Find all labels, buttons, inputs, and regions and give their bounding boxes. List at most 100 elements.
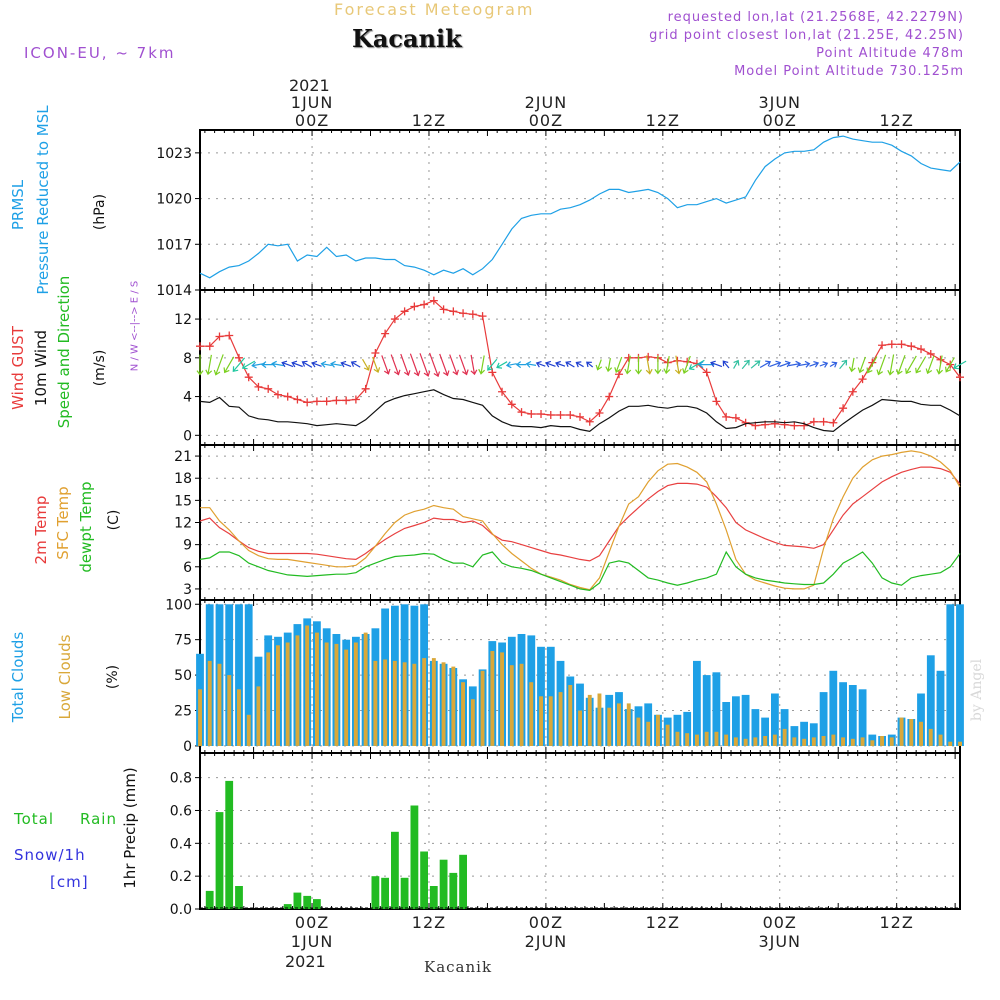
wind-arrow bbox=[535, 361, 546, 368]
wind-arrow bbox=[213, 354, 224, 376]
total-cloud-bar bbox=[800, 721, 808, 746]
y-tick-label: 15 bbox=[174, 493, 192, 509]
wind-arrow bbox=[301, 360, 313, 368]
gust-marker bbox=[731, 413, 740, 422]
low-cloud-bar bbox=[656, 714, 660, 746]
wind-arrow bbox=[688, 359, 705, 371]
gust-marker bbox=[381, 329, 390, 338]
y-tick-label: 1020 bbox=[156, 192, 192, 208]
gust-marker bbox=[371, 348, 380, 357]
wind-arrow bbox=[741, 359, 750, 370]
gust-marker bbox=[839, 404, 848, 413]
gust-marker bbox=[809, 417, 818, 426]
wind-arrow bbox=[565, 361, 575, 368]
gust-marker bbox=[361, 384, 370, 393]
low-cloud-bar bbox=[880, 736, 884, 746]
snow-unit-label: [cm] bbox=[50, 873, 89, 891]
total-cloud-bar bbox=[868, 734, 877, 746]
gust-marker bbox=[488, 368, 497, 377]
gust-marker bbox=[322, 397, 331, 406]
total-cloud-bar bbox=[946, 604, 955, 746]
total-cloud-bar bbox=[712, 672, 721, 746]
y-tick-label: 0 bbox=[183, 739, 192, 755]
low-cloud-bar bbox=[305, 625, 310, 746]
wind-arrow bbox=[722, 360, 730, 369]
low-cloud-bar bbox=[237, 689, 241, 746]
y-tick-label: 12 bbox=[174, 312, 192, 328]
wind-arrow bbox=[361, 358, 370, 371]
precip-bar bbox=[410, 805, 419, 909]
wind-arrow bbox=[915, 356, 927, 374]
total-cloud-bar bbox=[809, 723, 818, 746]
gust-marker bbox=[439, 305, 448, 314]
precip-bar bbox=[205, 890, 214, 909]
wind-arrow bbox=[205, 354, 213, 376]
gust-marker bbox=[312, 397, 321, 406]
gust-marker bbox=[478, 312, 487, 321]
wind-arrow bbox=[586, 361, 594, 368]
gust-marker bbox=[556, 410, 565, 419]
low-cloud-bar bbox=[334, 643, 339, 746]
gust-marker bbox=[722, 412, 731, 421]
gust-marker bbox=[790, 421, 799, 430]
top-time-label: 00Z bbox=[762, 111, 797, 130]
low-cloud-bar bbox=[353, 642, 358, 746]
low-cloud-bar bbox=[587, 694, 592, 746]
low-cloud-bar bbox=[324, 642, 329, 746]
wind-line bbox=[199, 389, 961, 433]
low-cloud-bar bbox=[470, 699, 475, 746]
wind-arrow bbox=[429, 352, 441, 378]
total-clouds-label: Total Clouds bbox=[9, 631, 27, 723]
wind-arrow bbox=[876, 354, 887, 376]
bottom-date-label: 1JUN bbox=[290, 932, 334, 951]
wind-arrow bbox=[470, 354, 478, 376]
gust-marker bbox=[332, 396, 341, 405]
wind-arrow bbox=[330, 360, 342, 368]
wind-arrow bbox=[449, 354, 459, 376]
total-cloud-bar bbox=[917, 693, 925, 746]
y-tick-label: 8 bbox=[183, 351, 192, 367]
t2m-line bbox=[199, 466, 961, 562]
wind-arrow bbox=[232, 357, 246, 373]
wind-arrow bbox=[320, 360, 332, 368]
wind-arrow bbox=[788, 360, 802, 368]
precip-bar bbox=[215, 812, 224, 909]
wind-arrow bbox=[439, 353, 450, 377]
wind-arrow bbox=[281, 360, 294, 368]
top-year-label: 2021 bbox=[289, 76, 330, 95]
low-cloud-bar bbox=[607, 707, 612, 746]
wind-arrow bbox=[925, 355, 935, 375]
y-tick-label: 3 bbox=[183, 582, 192, 598]
gust-marker bbox=[614, 370, 623, 379]
gust-marker bbox=[459, 309, 468, 318]
wind-arrow bbox=[710, 360, 723, 368]
precip-bar bbox=[420, 851, 428, 909]
gust-marker bbox=[527, 410, 536, 418]
top-time-label: 00Z bbox=[294, 111, 330, 130]
sfc-temp-line bbox=[200, 450, 961, 591]
y-tick-label: 1017 bbox=[156, 237, 192, 253]
sfc-temp-label: SFC Temp bbox=[54, 486, 72, 560]
wind-arrow bbox=[419, 353, 431, 377]
y-tick-label: 12 bbox=[174, 516, 192, 532]
bottom-time-label: 00Z bbox=[294, 913, 330, 932]
low-cloud-bar bbox=[509, 665, 514, 746]
bottom-time-label: 00Z bbox=[528, 913, 564, 932]
wind-arrow bbox=[381, 355, 391, 375]
wind-arrow bbox=[241, 360, 256, 370]
gust-marker bbox=[702, 368, 711, 377]
wind-arrow bbox=[896, 354, 906, 375]
2m-temp-label: 2m Temp bbox=[32, 495, 50, 565]
pressure-line bbox=[199, 135, 961, 279]
y-tick-label: 6 bbox=[183, 560, 192, 576]
low-cloud-bar bbox=[558, 692, 563, 746]
wind-arrow bbox=[674, 355, 682, 375]
low-cloud-bar bbox=[899, 717, 904, 746]
y-tick-label: 75 bbox=[174, 633, 192, 649]
precip-bar bbox=[225, 780, 234, 909]
model-name: ICON-EU, ~ 7km bbox=[24, 44, 176, 62]
low-cloud-bar bbox=[753, 737, 758, 746]
wind-arrow bbox=[857, 356, 866, 374]
low-cloud-bar bbox=[315, 632, 319, 746]
precip-bar bbox=[303, 895, 312, 909]
